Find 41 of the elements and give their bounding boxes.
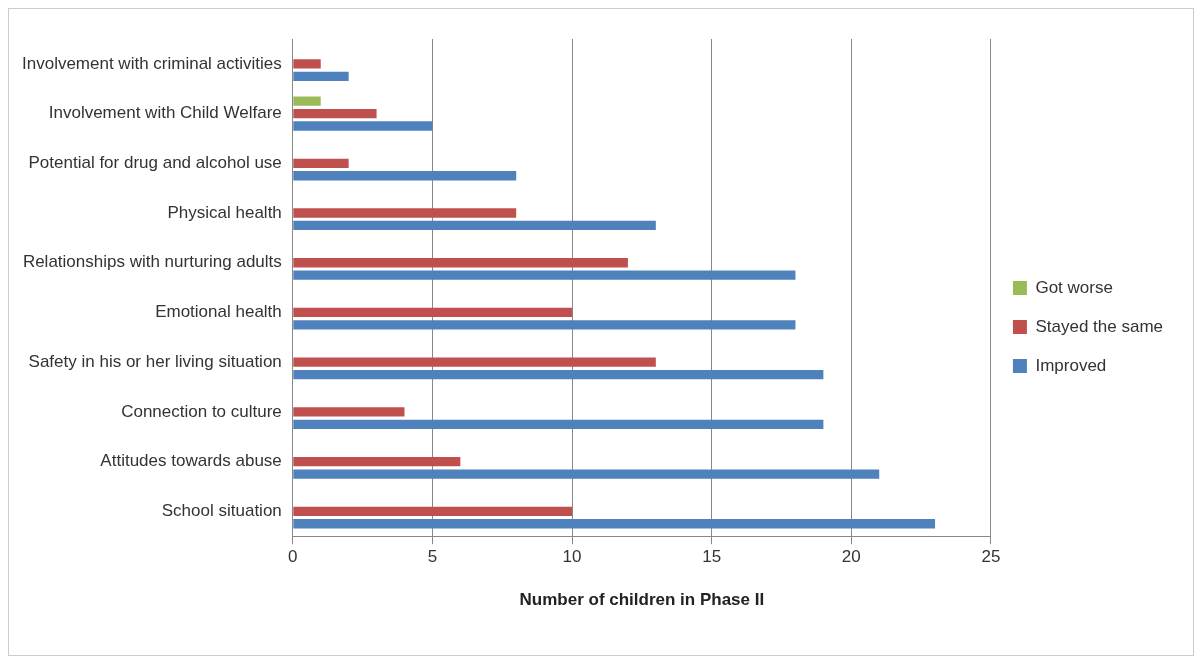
bar [293,469,880,479]
bar [293,419,824,429]
x-tick-label: 25 [981,547,1001,567]
y-tick-label: Involvement with criminal activities [21,53,282,73]
x-tick-label: 5 [427,547,438,567]
legend-label: Improved [1035,355,1107,375]
bar [293,71,349,81]
bar [293,96,321,106]
bar [293,506,573,516]
bar [293,320,796,330]
bar [293,307,573,318]
y-tick-label: Connection to culture [121,401,282,421]
bar [293,108,377,119]
bar [293,208,517,218]
bar [293,270,796,280]
y-tick-label: Physical health [167,202,282,222]
y-tick-label: Attitudes towards abuse [100,451,282,471]
bar [293,220,656,231]
y-tick-label: Potential for drug and alcohol use [28,152,282,172]
y-tick-label: Involvement with Child Welfare [48,103,282,123]
x-tick-label: 0 [288,547,298,567]
y-tick-label: Safety in his or her living situation [28,351,282,371]
x-tick-label: 20 [841,547,861,567]
bar [293,456,461,467]
bar [293,171,517,181]
bar [293,258,628,268]
bar [293,357,656,367]
y-tick-label: Relationships with nurturing adults [22,252,282,272]
y-tick-label: School situation [161,501,282,521]
y-tick-label: Emotional health [155,302,282,322]
bar [293,519,936,529]
legend-label: Got worse [1035,277,1113,297]
bar [293,59,321,69]
x-axis-title: Number of children in Phase II [519,590,765,610]
bar [293,158,349,168]
bar [293,407,405,417]
x-tick-label: 15 [702,547,722,567]
legend-label: Stayed the same [1035,316,1163,336]
x-tick-label: 10 [562,547,582,567]
bar [293,121,433,131]
bar [293,369,824,380]
